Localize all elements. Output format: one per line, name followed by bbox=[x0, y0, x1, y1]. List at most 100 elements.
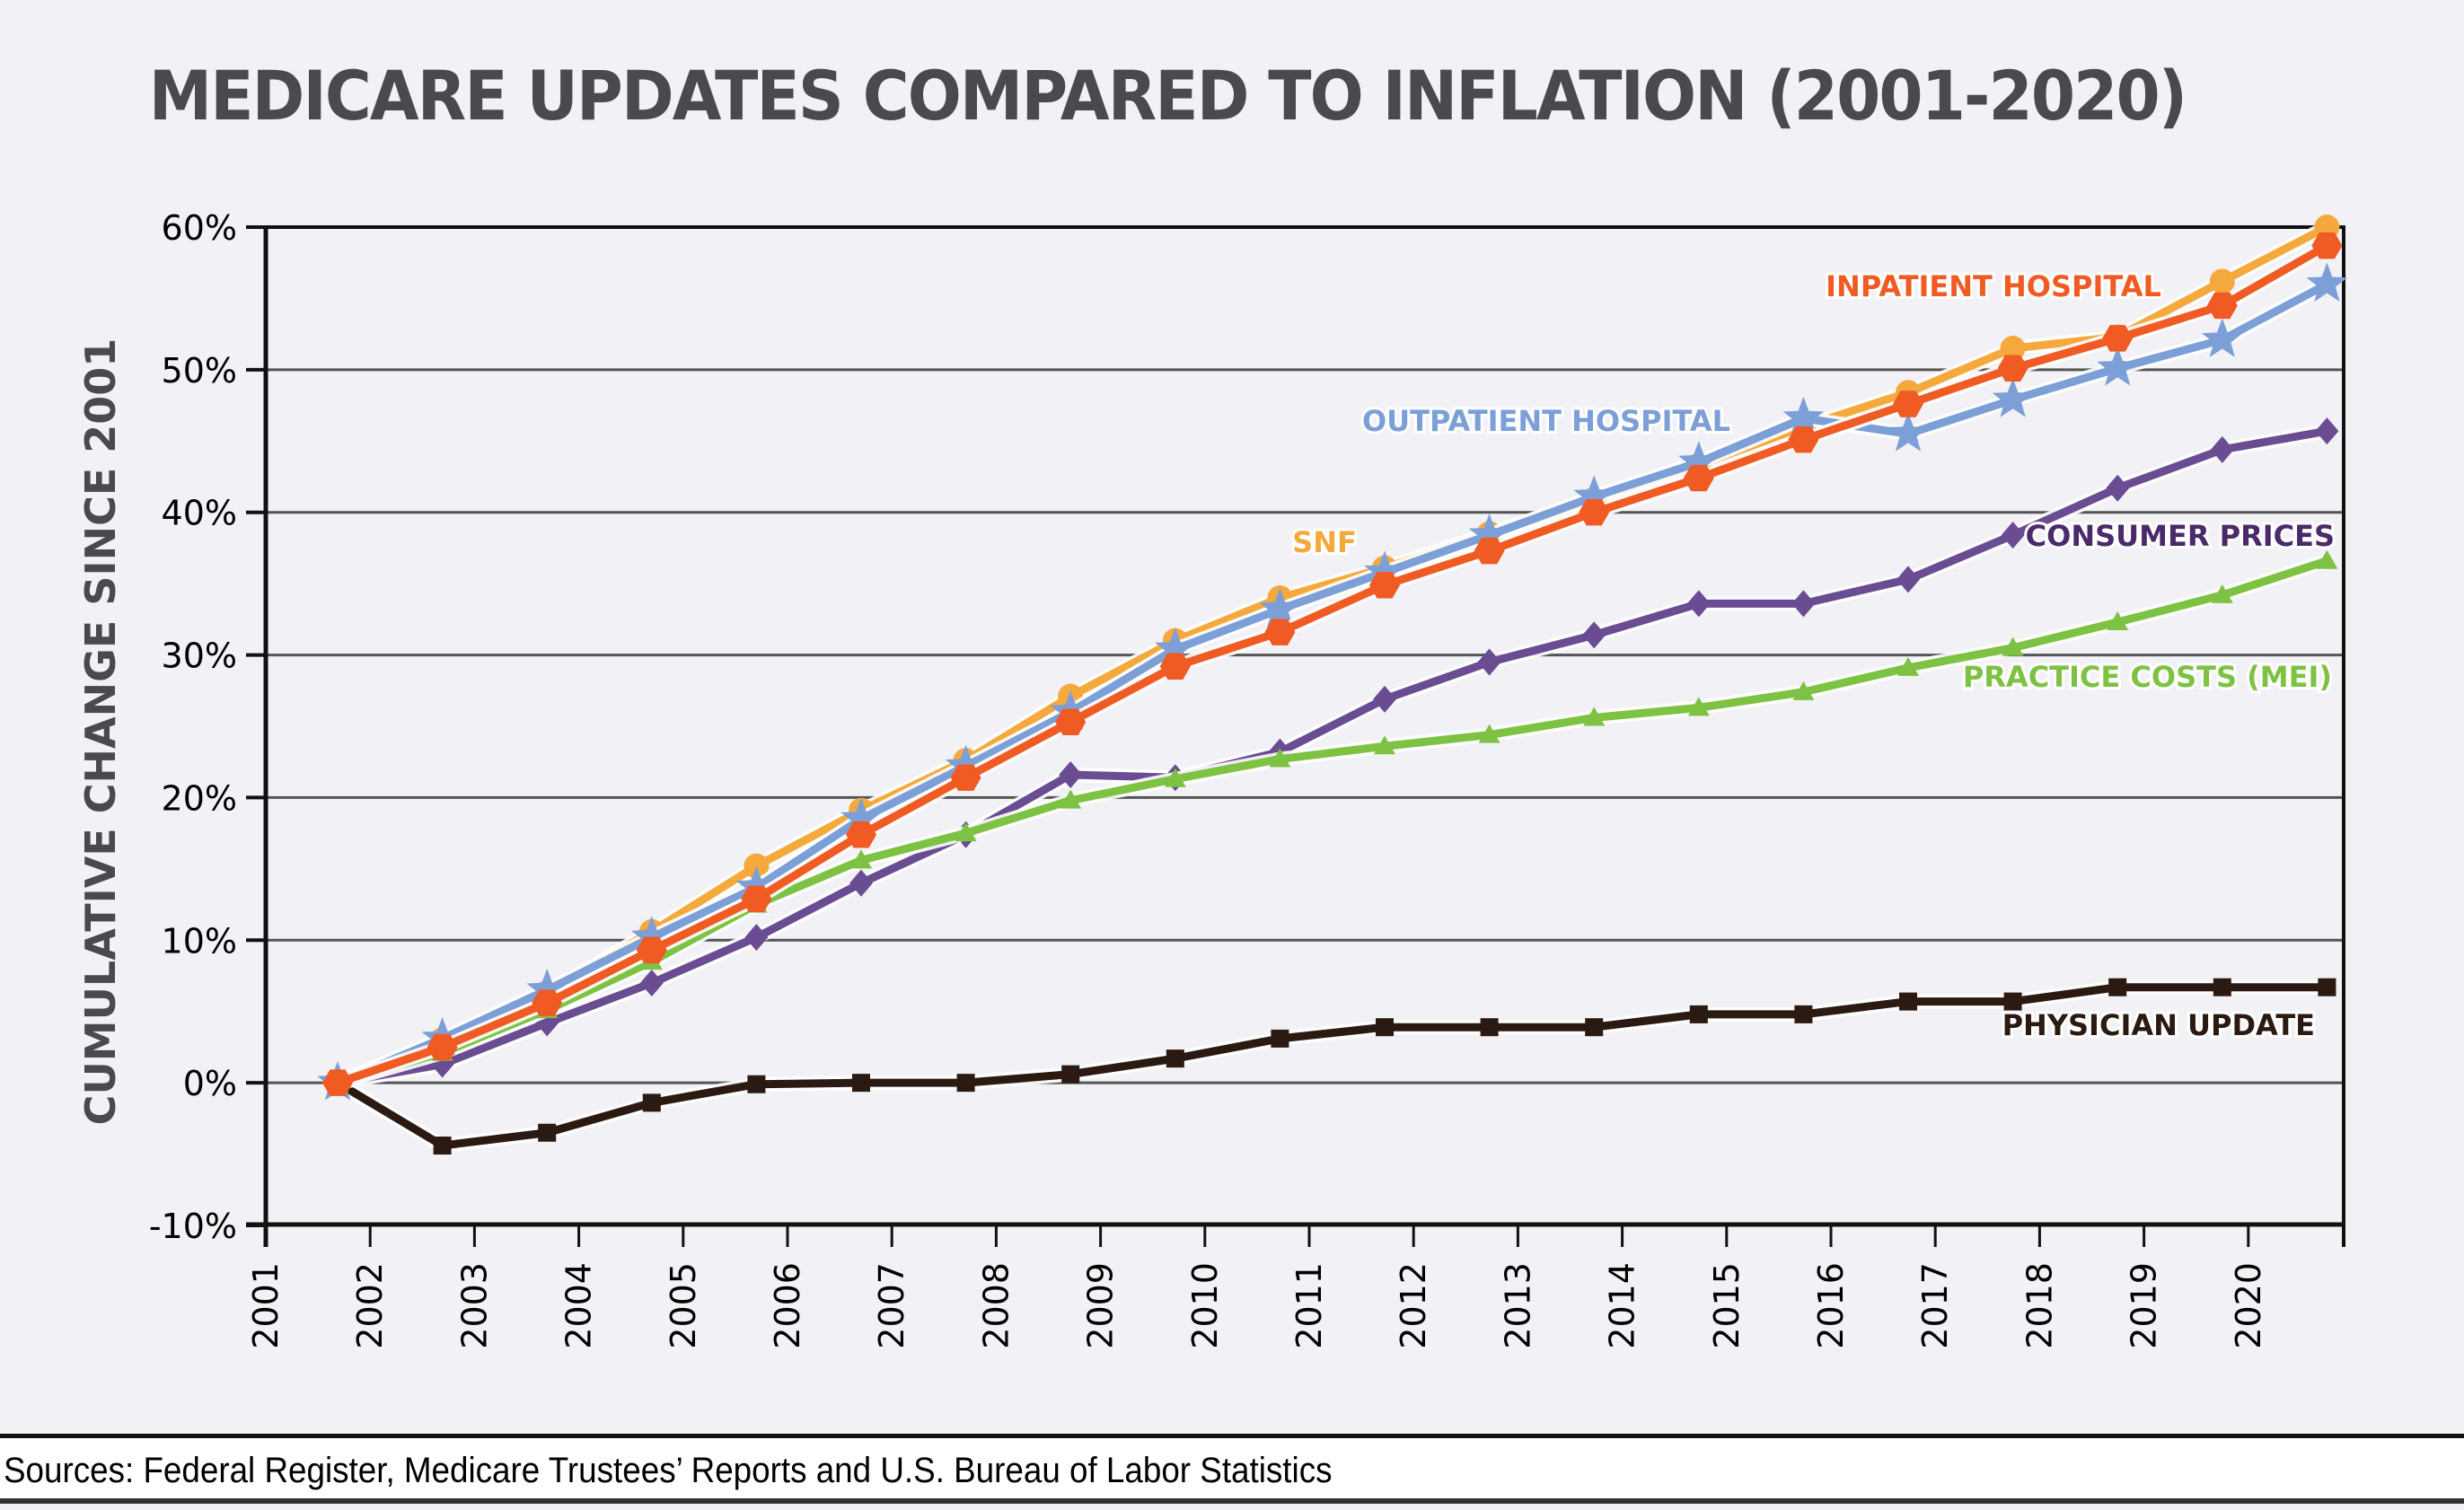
data-point bbox=[1374, 735, 1395, 755]
series bbox=[317, 215, 2348, 1155]
y-tick-label: 40% bbox=[162, 494, 237, 533]
x-tick-labels: 2001 2002 2003 2004 2005 2006 2007 2008 2009 2010… bbox=[246, 1262, 2268, 1349]
data-point bbox=[1478, 724, 1500, 743]
data-point bbox=[1376, 1018, 1394, 1037]
data-point bbox=[2002, 636, 2024, 656]
source-footer: Sources: Federal Register, Medicare Trus… bbox=[0, 1434, 2464, 1504]
data-point bbox=[1794, 1005, 1813, 1023]
data-point bbox=[1480, 1018, 1499, 1037]
data-point bbox=[1055, 708, 1087, 735]
source-text: Sources: Federal Register, Medicare Trus… bbox=[4, 1451, 1333, 1490]
data-point bbox=[950, 764, 981, 791]
data-point bbox=[639, 969, 664, 996]
series-label-inpatient-hospital: INPATIENT HOSPITAL bbox=[1826, 269, 2161, 303]
data-point bbox=[322, 1069, 353, 1096]
data-point bbox=[538, 1123, 557, 1142]
data-point bbox=[1573, 475, 1615, 514]
data-point bbox=[2315, 417, 2339, 445]
data-point bbox=[2102, 325, 2134, 352]
data-point bbox=[2107, 611, 2129, 631]
data-point bbox=[630, 916, 673, 955]
series-line bbox=[336, 280, 2329, 1087]
series-line bbox=[336, 241, 2329, 1087]
data-point bbox=[1583, 707, 1606, 726]
data-point bbox=[1060, 789, 1082, 809]
data-point bbox=[1477, 648, 1501, 676]
data-point bbox=[1683, 464, 1714, 492]
data-point bbox=[427, 1033, 458, 1061]
data-point bbox=[1899, 992, 1917, 1011]
x-tick-label: 2006 bbox=[768, 1262, 807, 1349]
data-point bbox=[2206, 292, 2238, 320]
data-point bbox=[1893, 391, 1923, 417]
x-tick-label: 2012 bbox=[1394, 1262, 1433, 1349]
data-point bbox=[1992, 378, 2034, 417]
data-point bbox=[2106, 474, 2130, 502]
data-point bbox=[2316, 549, 2338, 569]
series-label-practice-costs-mei: PRACTICE COSTS (MEI) bbox=[1963, 660, 2332, 694]
data-point bbox=[2209, 268, 2235, 294]
series-inpatient-hospital bbox=[322, 232, 2343, 1096]
data-point bbox=[1474, 537, 1505, 565]
series-line bbox=[335, 983, 2328, 1150]
data-point bbox=[1164, 768, 1186, 787]
data-point bbox=[2213, 978, 2231, 996]
data-point bbox=[526, 968, 568, 1008]
series-line bbox=[336, 557, 2328, 1087]
x-tick-label: 2013 bbox=[1498, 1262, 1537, 1349]
data-point bbox=[2306, 262, 2348, 302]
data-point bbox=[1791, 590, 1816, 618]
data-point bbox=[1897, 656, 1919, 676]
data-point bbox=[1689, 1005, 1708, 1023]
x-tick-label: 2001 bbox=[246, 1262, 286, 1349]
data-point bbox=[532, 989, 563, 1016]
x-tick-label: 2010 bbox=[1185, 1262, 1225, 1349]
data-point bbox=[1364, 550, 1405, 590]
series-labels: SNF OUTPATIENT HOSPITAL INPATIENT HOSPITAL… bbox=[1289, 267, 2337, 1045]
data-point bbox=[945, 744, 987, 784]
x-tick-label: 2017 bbox=[1915, 1262, 1955, 1349]
data-point bbox=[1585, 1018, 1604, 1037]
series-outpatient-hospital bbox=[317, 262, 2348, 1101]
data-point bbox=[1369, 572, 1400, 599]
data-point bbox=[2003, 992, 2022, 1011]
data-point bbox=[1154, 628, 1196, 667]
data-point bbox=[2318, 978, 2336, 996]
x-tick-label: 2007 bbox=[872, 1262, 911, 1349]
x-tick-label: 2009 bbox=[1081, 1262, 1121, 1349]
data-point bbox=[2211, 584, 2233, 603]
y-tick-label: 0% bbox=[183, 1064, 237, 1103]
y-tick-label: 20% bbox=[162, 778, 237, 818]
x-tick-label: 2019 bbox=[2125, 1262, 2164, 1349]
data-point bbox=[744, 924, 769, 952]
x-tick-label: 2014 bbox=[1603, 1262, 1642, 1349]
data-point bbox=[852, 1074, 870, 1093]
data-point bbox=[1582, 621, 1606, 649]
data-point bbox=[1782, 396, 1825, 436]
data-point bbox=[2201, 318, 2243, 357]
y-tick-label: 50% bbox=[162, 351, 237, 391]
chart-title: MEDICARE UPDATES COMPARED TO INFLATION (… bbox=[148, 56, 2187, 136]
data-point bbox=[642, 1093, 661, 1112]
data-point bbox=[1061, 1065, 1080, 1084]
x-tick-label: 2020 bbox=[2229, 1262, 2268, 1349]
data-point bbox=[849, 869, 873, 897]
x-tick-label: 2008 bbox=[976, 1262, 1016, 1349]
y-tick-label: 10% bbox=[162, 921, 237, 961]
data-point bbox=[1159, 653, 1191, 680]
data-point bbox=[2210, 435, 2234, 463]
series-label-consumer-prices: CONSUMER PRICES bbox=[2026, 519, 2335, 553]
data-point bbox=[1686, 590, 1711, 618]
data-point bbox=[2108, 978, 2127, 996]
x-tick-label: 2002 bbox=[350, 1262, 390, 1349]
data-point bbox=[636, 936, 667, 964]
data-point bbox=[735, 865, 778, 905]
y-tick-labels: -10% 0% 10% 20% 30% 40% 50% 60% bbox=[149, 208, 237, 1246]
data-point bbox=[1059, 761, 1083, 789]
data-point bbox=[1677, 441, 1720, 480]
data-point bbox=[1259, 587, 1301, 628]
line-chart: -10%0%10%20%30%40%50%60% 2001 2002 2003 200… bbox=[76, 208, 2348, 1349]
series-physician-update bbox=[329, 978, 2336, 1155]
data-point bbox=[1579, 498, 1610, 526]
data-point bbox=[1888, 412, 1929, 452]
